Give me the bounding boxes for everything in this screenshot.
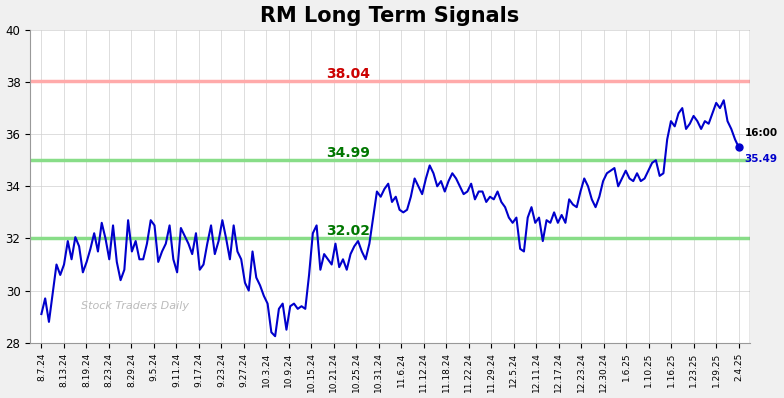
Text: 34.99: 34.99: [326, 146, 370, 160]
Text: 32.02: 32.02: [326, 224, 370, 238]
Text: Stock Traders Daily: Stock Traders Daily: [81, 301, 188, 312]
Text: 35.49: 35.49: [745, 154, 778, 164]
Text: 16:00: 16:00: [745, 128, 778, 138]
Title: RM Long Term Signals: RM Long Term Signals: [260, 6, 520, 25]
Text: 38.04: 38.04: [326, 67, 370, 81]
